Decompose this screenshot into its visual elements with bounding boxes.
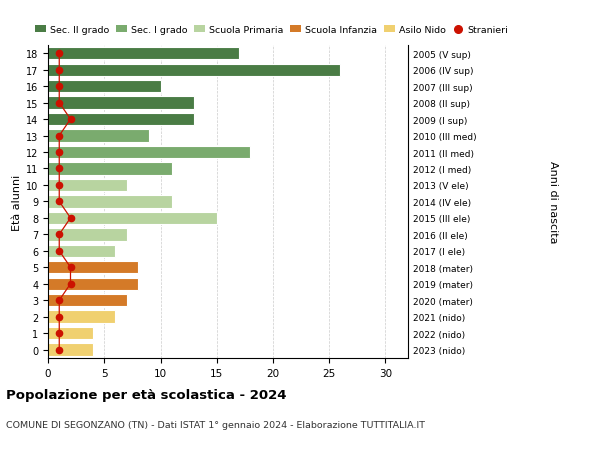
Bar	[48, 81, 161, 93]
Bar	[48, 97, 194, 110]
Y-axis label: Età alunni: Età alunni	[12, 174, 22, 230]
Bar	[48, 229, 127, 241]
Bar	[48, 344, 93, 356]
Bar	[48, 212, 217, 224]
Bar	[48, 114, 194, 126]
Text: COMUNE DI SEGONZANO (TN) - Dati ISTAT 1° gennaio 2024 - Elaborazione TUTTITALIA.: COMUNE DI SEGONZANO (TN) - Dati ISTAT 1°…	[6, 420, 425, 429]
Bar	[48, 196, 172, 208]
Bar	[48, 262, 138, 274]
Y-axis label: Anni di nascita: Anni di nascita	[548, 161, 558, 243]
Bar	[48, 163, 172, 175]
Bar	[48, 64, 340, 77]
Bar	[48, 48, 239, 60]
Bar	[48, 146, 251, 159]
Bar	[48, 327, 93, 340]
Bar	[48, 311, 115, 323]
Bar	[48, 294, 127, 307]
Bar	[48, 245, 115, 257]
Text: Popolazione per età scolastica - 2024: Popolazione per età scolastica - 2024	[6, 388, 287, 401]
Bar	[48, 130, 149, 142]
Bar	[48, 179, 127, 192]
Legend: Sec. II grado, Sec. I grado, Scuola Primaria, Scuola Infanzia, Asilo Nido, Stran: Sec. II grado, Sec. I grado, Scuola Prim…	[35, 26, 508, 35]
Bar	[48, 278, 138, 290]
